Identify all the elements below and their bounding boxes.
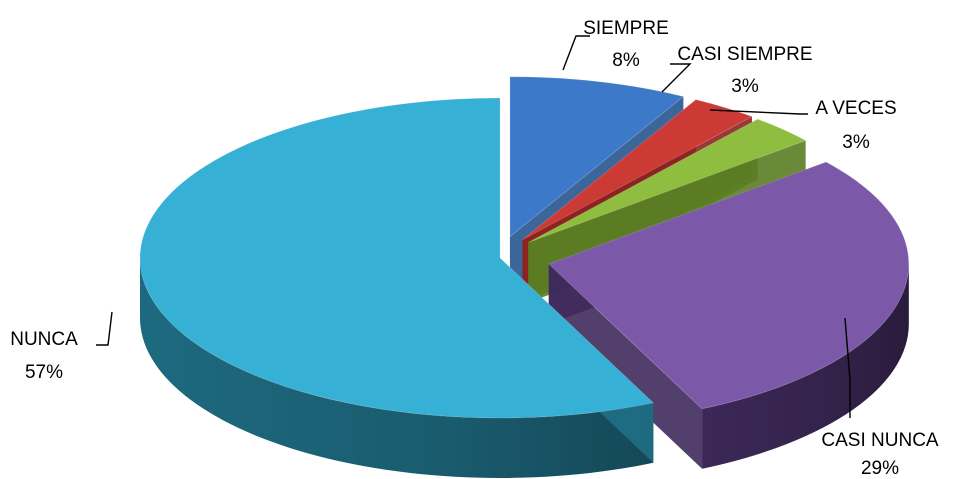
pie-slice-side-shade <box>140 258 654 478</box>
slice-percent-siempre: 8% <box>612 50 640 71</box>
pie-slice-top <box>509 76 685 238</box>
leader-line-siempre <box>562 35 590 71</box>
leader-line-a-veces <box>709 109 808 115</box>
slice-label-siempre: SIEMPRE <box>583 18 669 39</box>
slice-label-a-veces: A VECES <box>815 98 896 119</box>
pie-slice-top <box>528 118 807 243</box>
leader-line-casi-nunca <box>844 317 851 418</box>
pie-slice-top <box>547 161 910 410</box>
slice-label-casi-nunca: CASI NUNCA <box>821 430 939 451</box>
slice-percent-casi-siempre: 3% <box>731 76 759 97</box>
pie-slice-top <box>139 97 655 419</box>
pie-slice-nunca <box>139 97 655 478</box>
pie-slice-casi-nunca <box>547 161 910 469</box>
pie-slice-cut-face <box>548 263 703 469</box>
slice-label-nunca: NUNCA <box>10 329 78 350</box>
pie-slice-top <box>522 99 754 241</box>
leader-line-casi-siempre <box>661 63 692 93</box>
pie-slice-side-shade <box>702 263 909 469</box>
slice-label-casi-siempre: CASI SIEMPRE <box>677 44 812 65</box>
leader-line-nunca <box>96 311 113 346</box>
slice-percent-casi-nunca: 29% <box>861 458 899 479</box>
slice-percent-nunca: 57% <box>25 362 63 383</box>
slice-percent-a-veces: 3% <box>842 132 870 153</box>
